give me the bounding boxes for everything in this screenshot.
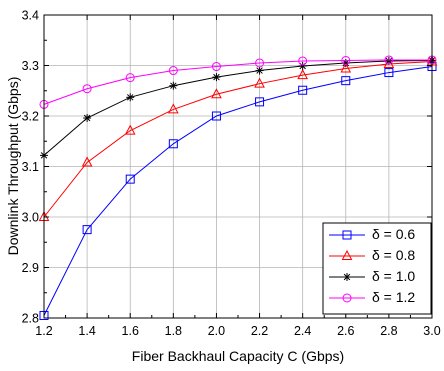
data-point	[169, 81, 178, 90]
x-tick-label: 2.6	[337, 324, 354, 338]
asterisk-stroke	[385, 57, 393, 65]
data-point	[255, 58, 265, 68]
series-line-1	[43, 60, 433, 218]
legend-label-0: δ = 0.6	[372, 226, 415, 242]
data-point	[384, 68, 394, 78]
y-tick-label: 3.1	[22, 160, 39, 174]
data-point	[82, 225, 92, 235]
data-point	[125, 174, 135, 184]
data-point	[341, 76, 351, 86]
y-tick-label: 3.4	[22, 9, 39, 23]
data-point	[255, 66, 264, 75]
asterisk-stroke	[170, 82, 177, 89]
data-point	[125, 73, 135, 83]
y-tick-label: 3.0	[22, 211, 39, 225]
x-tick-label: 1.8	[165, 324, 182, 338]
asterisk-stroke	[126, 94, 134, 101]
series-3	[39, 55, 437, 109]
data-point	[83, 114, 92, 123]
x-tick-label: 2.8	[380, 324, 397, 338]
x-tick-label: 2.0	[208, 324, 225, 338]
legend-marks	[329, 230, 365, 303]
y-tick-label: 2.9	[22, 261, 39, 275]
asterisk-stroke	[343, 273, 351, 281]
legend-label-2: δ = 1.0	[372, 268, 415, 284]
series-line-2	[43, 59, 433, 156]
series-line-0	[43, 66, 433, 316]
y-tick-label: 3.3	[22, 59, 39, 73]
series-layer	[38, 55, 438, 320]
x-tick-label: 3.0	[423, 324, 440, 338]
legend-marker-3	[342, 293, 352, 303]
asterisk-stroke	[256, 67, 263, 74]
legend-marker-0	[342, 230, 352, 240]
x-tick-label: 2.4	[294, 324, 311, 338]
data-point	[255, 97, 265, 107]
data-point	[126, 93, 135, 102]
legend-label-1: δ = 0.8	[372, 247, 415, 263]
data-point	[341, 55, 351, 65]
data-point	[298, 56, 308, 66]
data-point	[298, 85, 308, 95]
x-tick-label: 1.4	[78, 324, 95, 338]
data-point	[340, 62, 352, 73]
data-point	[211, 111, 221, 121]
data-point	[211, 88, 222, 99]
legend-marker-1	[341, 249, 353, 260]
y-tick-label: 2.8	[22, 312, 39, 326]
series-0	[39, 62, 437, 320]
data-point	[168, 66, 178, 76]
legend: δ = 0.6 δ = 0.8 δ = 1.0 δ = 1.2	[322, 222, 432, 315]
data-point	[211, 62, 221, 72]
legend-label-3: δ = 1.2	[372, 289, 415, 305]
asterisk-stroke	[342, 59, 350, 67]
y-axis-title: Downlink Throughput (Gbps)	[5, 77, 21, 256]
asterisk-stroke	[213, 73, 220, 81]
data-point	[297, 69, 308, 80]
x-axis-title: Fiber Backhaul Capacity C (Gbps)	[132, 348, 344, 364]
data-point	[124, 124, 136, 135]
data-point	[168, 139, 178, 149]
legend-marker-2	[343, 273, 351, 281]
tick-layer: 1.2 1.4 1.6 1.8 2.0 2.2 2.4 2.6 2.8 3.0 2.8 2.9 3.0 3…	[22, 9, 441, 339]
x-tick-label: 2.2	[251, 324, 268, 338]
data-point	[212, 73, 221, 82]
legend-box	[322, 222, 432, 315]
x-tick-label: 1.6	[122, 324, 139, 338]
y-tick-label: 3.2	[22, 110, 39, 124]
data-point	[81, 156, 93, 167]
data-point	[82, 84, 92, 94]
data-point	[168, 103, 179, 114]
x-tick-label: 1.2	[35, 324, 52, 338]
series-line-3	[43, 59, 432, 105]
data-point	[254, 77, 265, 88]
asterisk-stroke	[83, 114, 91, 122]
data-point	[384, 55, 394, 65]
